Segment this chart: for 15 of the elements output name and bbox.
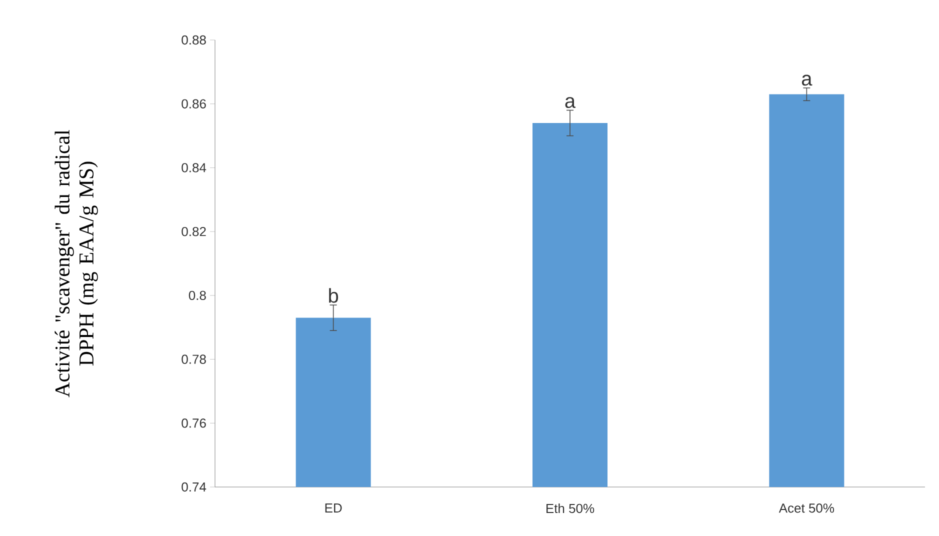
annotation: a	[802, 74, 812, 86]
y-tick-label: 0.8	[188, 290, 206, 300]
annotation: a	[565, 97, 576, 108]
y-tick-label: 0.86	[182, 99, 206, 108]
x-tick-label: ED	[325, 504, 342, 512]
y-tick-label: 0.88	[182, 35, 206, 45]
annotation: b	[329, 288, 338, 303]
y-tick-label: 0.78	[182, 354, 206, 364]
y-tick-label: 0.84	[182, 163, 206, 172]
y-tick-label: 0.76	[182, 418, 206, 428]
y-axis-title: Activité "scavenger" du radical DPPH (mg EAA/g MS)	[54, 130, 98, 398]
x-tick-label: Acet 50%	[778, 504, 834, 513]
y-tick-label: 0.74	[182, 482, 206, 492]
y-tick-label: 0.82	[182, 226, 206, 236]
x-tick-label: Eth 50%	[546, 504, 594, 514]
